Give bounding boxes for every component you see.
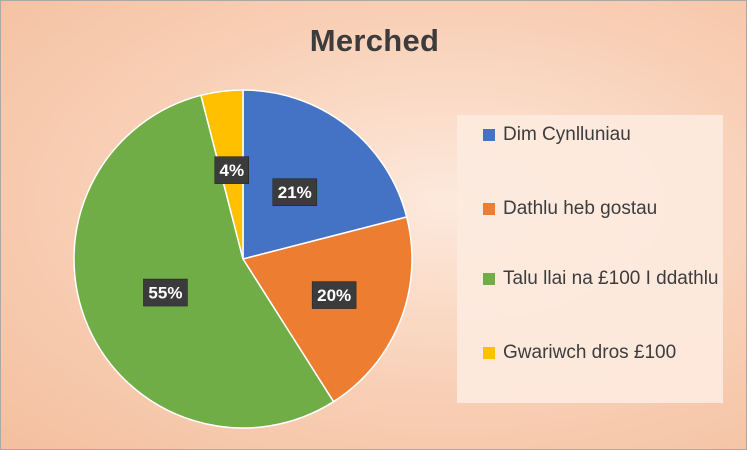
data-label-text: 4% [219,161,244,180]
data-label: 4% [214,156,250,184]
legend-swatch-blue [483,129,495,141]
legend-label: Talu llai na £100 I ddathlu [503,268,719,289]
data-label: 20% [311,281,357,309]
data-label: 21% [272,178,318,206]
pie-data-labels: 21% 20% 55% 4% [143,156,357,309]
legend-swatch-orange [483,203,495,215]
legend-swatch-yellow [483,347,495,359]
data-label-text: 20% [317,286,351,305]
legend-item: Dim Cynlluniau [483,121,719,149]
pie-slice-blue [242,89,408,260]
legend-label: Dim Cynlluniau [503,124,631,145]
data-label-box [214,156,250,184]
legend: Dim Cynlluniau Dathlu heb gostau Talu ll… [457,115,723,403]
pie-slice-orange [241,216,413,403]
data-label-box [272,178,318,206]
legend-item: Dathlu heb gostau [483,195,719,223]
data-label-box [143,278,188,307]
data-label-box [311,281,357,309]
legend-label: Gwariwch dros £100 [503,342,677,363]
data-label: 55% [143,278,188,307]
legend-swatch-green [483,273,495,285]
legend-item: Talu llai na £100 I ddathlu [483,265,719,293]
pie-slice-green [73,94,335,429]
chart-title: Merched [309,23,440,58]
data-label-text: 55% [148,284,182,303]
legend-label: Dathlu heb gostau [503,198,658,219]
legend-item: Gwariwch dros £100 [483,339,719,367]
data-label-text: 21% [278,183,312,202]
pie-slices [73,89,413,429]
